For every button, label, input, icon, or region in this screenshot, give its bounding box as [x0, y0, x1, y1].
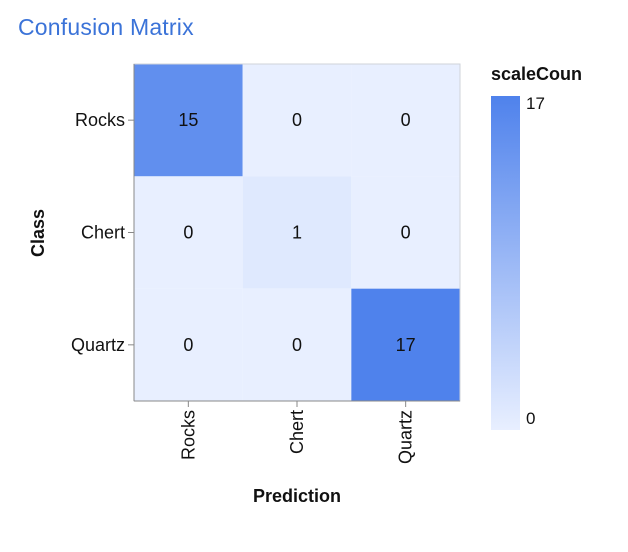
legend-min-label: 0 [526, 409, 535, 428]
cell-value-label: 17 [396, 335, 416, 355]
x-tick-label: Quartz [396, 410, 416, 464]
heatmap-cell-rocks-quartz [351, 64, 460, 177]
cell-value-label: 0 [292, 110, 302, 130]
legend-max-label: 17 [526, 94, 545, 113]
cell-value-label: 0 [183, 223, 193, 243]
cell-value-label: 0 [183, 335, 193, 355]
cell-value-label: 0 [401, 110, 411, 130]
axis-ticks: Rocks Chert Quartz Rocks Chert Quartz [71, 110, 416, 464]
x-tick-label: Chert [287, 410, 307, 454]
chart-title: Confusion Matrix [18, 14, 194, 40]
y-tick-label: Rocks [75, 110, 125, 130]
legend-title: scaleCoun [491, 64, 582, 84]
x-tick-label: Rocks [178, 410, 198, 460]
cell-value-label: 0 [292, 335, 302, 355]
legend-gradient-bar [491, 96, 520, 430]
y-axis-title: Class [28, 209, 48, 257]
cell-value-label: 15 [178, 110, 198, 130]
heatmap-cell-quartz-rocks [134, 288, 243, 401]
heatmap-cells: 15 0 0 0 1 0 0 0 17 [134, 64, 460, 401]
color-legend: scaleCoun 17 0 [491, 64, 582, 430]
y-tick-label: Quartz [71, 335, 125, 355]
heatmap-cell-rocks-chert [242, 64, 352, 177]
heatmap-cell-chert-quartz [351, 176, 460, 289]
heatmap-cell-quartz-quartz [351, 288, 460, 401]
heatmap-cell-rocks-rocks [134, 64, 243, 177]
heatmap-cell-quartz-chert [242, 288, 352, 401]
cell-value-label: 1 [292, 223, 302, 243]
y-tick-label: Chert [81, 223, 125, 243]
cell-value-label: 0 [401, 223, 411, 243]
heatmap-cell-chert-rocks [134, 176, 243, 289]
x-axis-title: Prediction [253, 486, 341, 506]
heatmap-cell-chert-chert [242, 176, 352, 289]
